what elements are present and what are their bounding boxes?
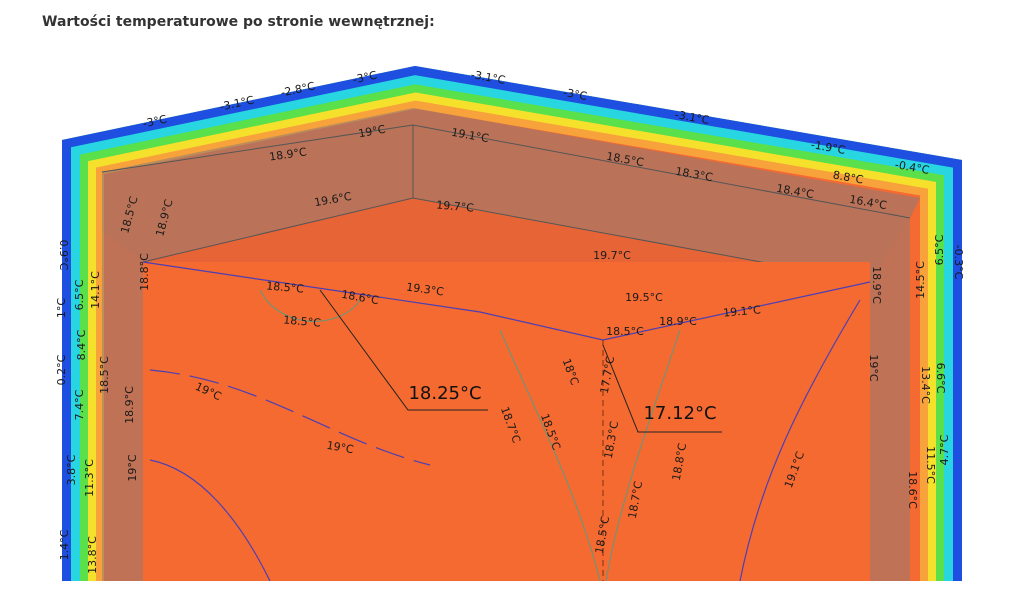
isotherm-label: 6.5°C (73, 279, 86, 310)
isotherm-label: 8.8°C (832, 168, 865, 186)
isotherm-label: 13.8°C (86, 536, 99, 574)
isotherm-label: -3.1°C (470, 68, 507, 87)
isotherm-label: 11.3°C (83, 459, 96, 497)
isotherm-label: -3°C (562, 86, 588, 103)
isotherm-label: 6.5°C (933, 234, 946, 265)
labels: 18.25°C17.12°C-3°C-3.1°C-2.8°C-3°C -3.1°C… (55, 68, 965, 574)
isotherm-label: 18.5°C (283, 313, 322, 329)
isotherm-label: 18.7°C (626, 480, 645, 520)
isotherm-label: -3°C (352, 69, 379, 87)
isotherm-label: 13.4°C (919, 366, 932, 404)
isotherm-label: -3.1°C (674, 108, 711, 127)
isotherm-label: 19.1°C (723, 303, 762, 319)
isotherm-label: 14.1°C (89, 271, 102, 309)
isotherm-label: 19°C (126, 454, 139, 481)
isotherm-label: -1.9°C (810, 138, 847, 157)
isotherm-label: 8.4°C (75, 329, 88, 360)
isotherm-label: 17.7°C (598, 355, 617, 395)
isotherm-label: 19°C (326, 439, 355, 457)
isotherm-label: 4.7°C (938, 434, 951, 465)
isotherm-label: 18.5°C (98, 356, 111, 394)
isotherm-label: 19.3°C (406, 280, 445, 298)
isotherm-label: 1.4°C (58, 529, 71, 560)
isotherm-label: -0.3°C (952, 245, 965, 280)
isotherm-label: 7.4°C (73, 389, 86, 420)
isotherm-label: 18.5°C (606, 325, 644, 338)
isotherm-label: 18.4°C (775, 182, 815, 201)
isotherm-label: -0.4°C (894, 158, 931, 177)
isotherm-label: 19.7°C (593, 249, 631, 262)
isotherm-label: 19°C (867, 354, 880, 381)
isotherm-label: 18.3°C (674, 165, 714, 184)
callout: 17.12°C (643, 403, 716, 424)
isotherm-label: 18.9°C (123, 386, 136, 424)
isotherm-label: 11.5°C (924, 446, 937, 484)
isotherm-label: 6.6°C (934, 363, 947, 394)
isotherm-label: 18.5°C (605, 150, 645, 169)
isotherm-label: 19.6°C (313, 190, 353, 209)
isotherm-label: 18.9°C (268, 145, 307, 163)
isotherm-label: 18.3°C (602, 420, 621, 460)
heading: Wartości temperaturowe po stronie wewnęt… (42, 14, 435, 30)
isotherm-label: 3.8°C (65, 454, 78, 485)
callout: 18.25°C (408, 383, 481, 404)
isotherm-label: 18.5°C (593, 515, 612, 555)
isotherm-label: -3°C (142, 113, 169, 131)
isotherm-label: 18.6°C (906, 471, 919, 509)
isotherm-label: 18.8°C (670, 442, 689, 482)
isotherm-label: 18.9°C (659, 315, 697, 328)
isotherm-label: 14.5°C (914, 261, 927, 299)
isotherm-label: 16.4°C (848, 193, 888, 212)
isotherm-label: 18.8°C (138, 253, 151, 291)
isotherm-label: 18.6°C (340, 288, 380, 307)
isotherm-label: 0.9°C (57, 240, 70, 271)
isotherm-label: 19°C (357, 123, 386, 141)
isotherm-label: 18.9°C (870, 266, 883, 304)
isotherm-label: 0.2°C (55, 354, 68, 385)
isotherm-label: 1°C (55, 298, 68, 318)
isotherm-label: 18.5°C (266, 279, 305, 295)
isotherm-label: 19.7°C (436, 198, 475, 214)
isotherm-label: 19.5°C (625, 291, 663, 304)
isotherm-label: 19.1°C (450, 126, 490, 145)
